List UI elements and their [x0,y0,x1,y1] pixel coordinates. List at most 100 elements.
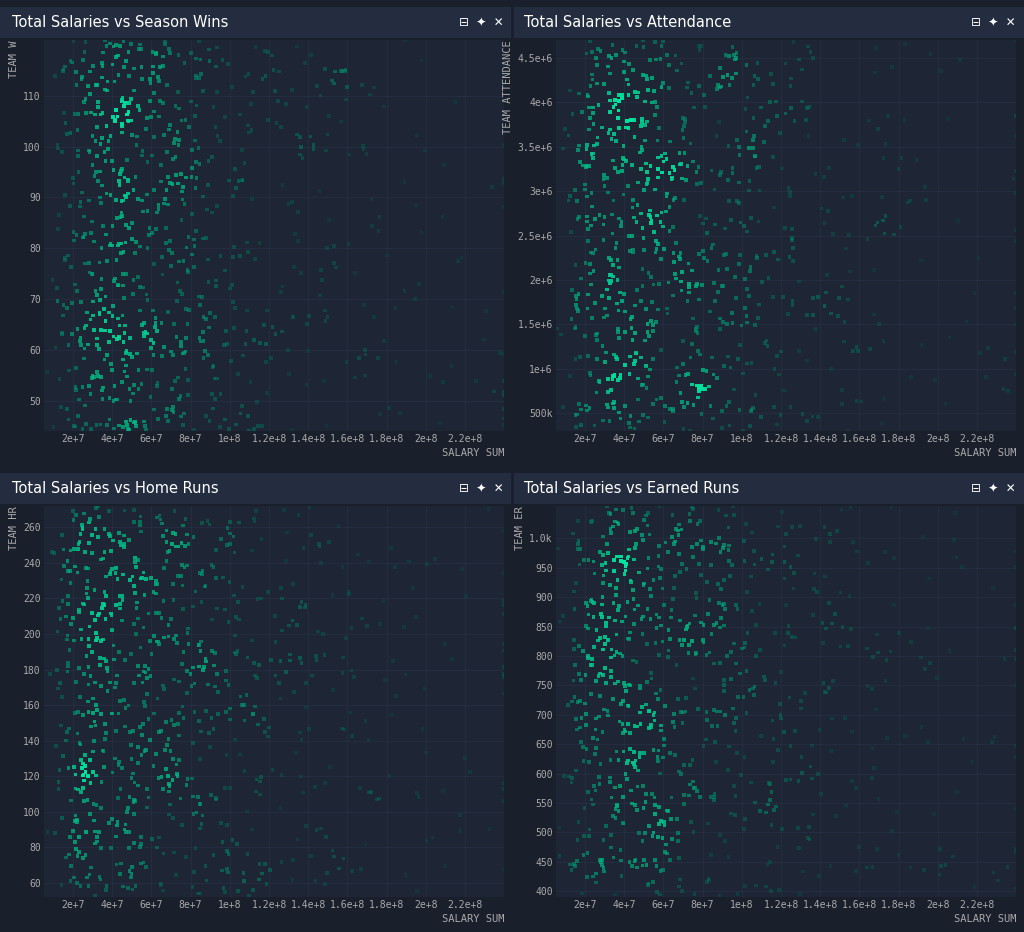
Point [285,613,301,628]
Point [89,148,105,163]
Point [231,248,248,263]
Point [811,869,827,884]
Point [713,165,729,180]
Point [142,390,159,404]
Point [673,705,689,720]
Point [133,747,150,762]
Point [79,305,95,320]
Point [169,294,185,308]
Point [316,62,333,76]
Point [160,197,176,212]
Point [691,789,708,804]
Point [216,337,232,352]
Point [647,798,664,813]
Point [582,266,598,281]
Point [607,240,624,255]
Point [264,48,281,63]
Point [577,696,593,711]
Point [237,713,253,728]
Point [312,821,329,836]
Point [612,549,629,564]
Point [81,678,97,692]
Point [676,788,692,802]
Point [780,181,797,196]
Point [196,309,212,324]
Point [611,371,628,386]
Point [210,706,226,721]
Point [170,569,186,583]
Point [636,576,652,591]
Point [364,192,380,207]
Point [118,701,134,716]
Point [768,94,784,109]
Point [573,104,590,119]
Point [687,609,703,624]
Point [127,414,143,429]
Point [583,368,599,383]
Point [772,697,788,712]
Point [595,860,611,875]
Point [191,797,208,812]
Point [613,869,630,884]
Point [246,511,262,526]
Point [1008,108,1024,123]
Point [594,597,610,612]
Point [594,589,610,604]
Point [671,851,687,866]
Point [612,367,629,382]
Point [651,499,668,514]
Point [630,371,646,386]
Point [785,566,802,581]
Point [691,384,708,399]
Point [743,403,760,418]
Point [808,167,824,182]
Point [226,301,243,316]
Point [75,768,91,783]
Point [640,266,656,281]
Point [83,105,99,120]
Point [154,610,170,625]
Point [580,88,596,103]
Point [73,752,89,767]
Point [632,678,648,693]
Point [162,744,178,759]
Point [720,172,736,187]
Point [775,383,792,398]
Point [226,545,243,560]
Point [610,603,627,618]
Point [666,536,682,551]
Point [656,699,673,714]
Point [190,637,207,652]
Point [96,34,113,48]
Point [54,325,71,340]
Point [263,350,280,365]
Point [663,610,679,625]
Point [712,168,728,183]
Point [636,853,652,868]
Point [87,133,103,148]
Point [95,632,112,647]
Point [147,606,164,621]
Point [259,385,275,400]
Point [98,653,115,668]
Point [331,518,347,533]
Point [844,189,860,204]
Point [662,402,678,417]
Point [406,581,422,596]
Point [658,152,675,167]
Point [382,769,398,784]
Point [750,55,766,70]
Point [643,588,659,603]
Point [282,647,298,662]
Point [711,596,727,610]
Point [169,766,185,781]
Point [247,699,263,714]
Point [108,566,124,581]
Point [273,855,290,870]
Point [700,871,717,886]
Point [91,305,108,320]
Point [103,363,120,377]
Point [162,797,178,812]
Point [180,537,197,552]
Point [634,261,650,276]
